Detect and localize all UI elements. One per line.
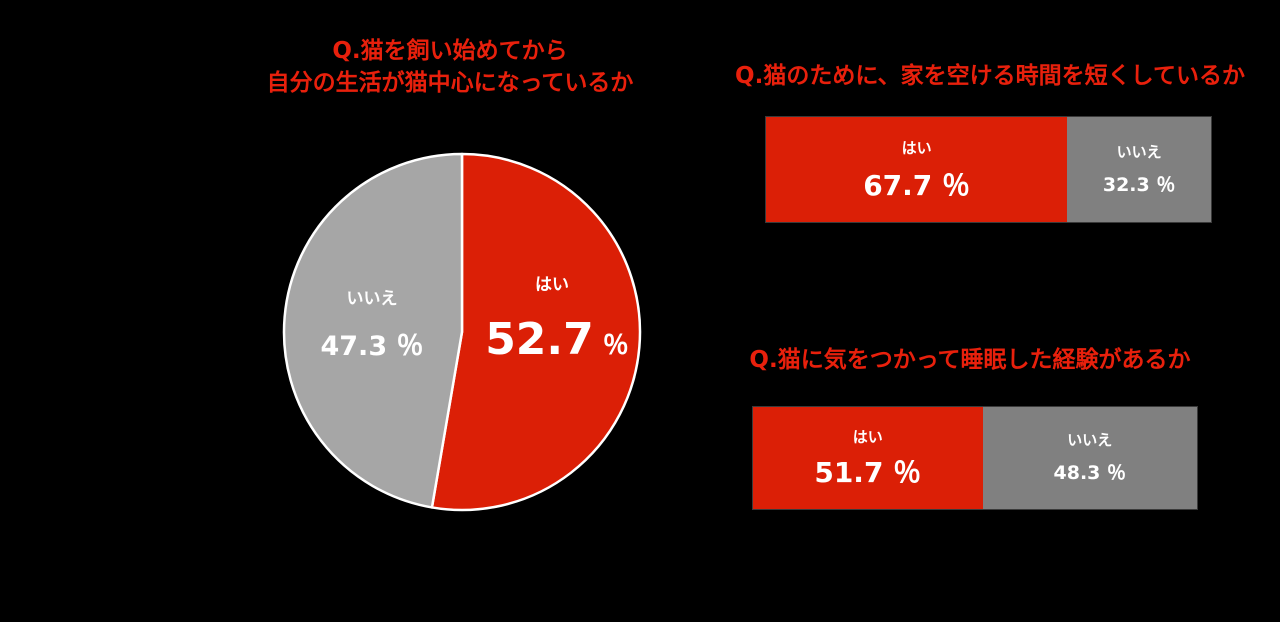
pie-slice-no-value: 47.3 ％	[320, 331, 424, 362]
pie-slice-yes-number: 52.7 ％	[485, 314, 629, 365]
pie-title-line-1: Q.猫を飼い始めてから	[332, 38, 568, 64]
pie-yes-percent-sign: ％	[593, 331, 629, 361]
bar-1-no-label: いいえ	[1116, 142, 1162, 161]
bar-chart-1-title: Q.猫のために、家を空ける時間を短くしているか	[735, 63, 1245, 89]
stacked-bar-2: はい 51.7 ％ いいえ 48.3 ％	[752, 406, 1198, 510]
bar-1-segment-yes: はい 67.7 ％	[766, 117, 1068, 222]
pie-slice-yes-value: 52.7 ％	[472, 314, 642, 365]
pie-slice-no-label: いいえ	[346, 289, 398, 309]
bar-1-segment-no: いいえ 32.3 ％	[1067, 117, 1211, 222]
bar-2-yes-value: 51.7 ％	[814, 456, 922, 489]
pie-slice-yes	[430, 152, 642, 512]
pie-slice-yes-label: はい	[535, 275, 569, 295]
bar-1-yes-value: 67.7 ％	[863, 168, 971, 202]
bar-2-no-label: いいえ	[1067, 431, 1113, 449]
pie-slice-no	[282, 152, 464, 509]
bar-chart-2-title: Q.猫に気をつかって睡眠した経験があるか	[749, 347, 1191, 373]
pie-chart-svg	[282, 152, 642, 512]
pie-chart-title: Q.猫を飼い始めてから 自分の生活が猫中心になっているか	[200, 35, 700, 99]
bar-1-yes-label: はい	[901, 138, 932, 157]
pie-yes-number-text: 52.7	[485, 314, 594, 365]
stacked-bar-1: はい 67.7 ％ いいえ 32.3 ％	[765, 116, 1212, 223]
bar-2-no-value: 48.3 ％	[1053, 462, 1127, 484]
pie-title-line-2: 自分の生活が猫中心になっているか	[266, 70, 634, 96]
bar-2-yes-label: はい	[852, 428, 883, 446]
pie-chart: いいえ 47.3 ％ はい 52.7 ％	[282, 152, 642, 512]
bar-2-segment-no: いいえ 48.3 ％	[982, 407, 1197, 509]
bar-1-no-value: 32.3 ％	[1102, 173, 1176, 196]
bar-2-segment-yes: はい 51.7 ％	[753, 407, 983, 509]
